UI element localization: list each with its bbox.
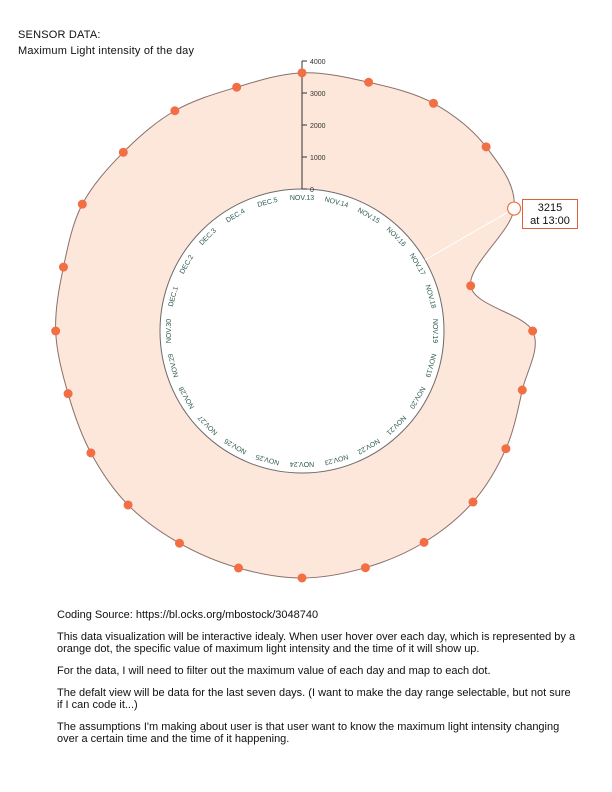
data-dot (501, 444, 511, 454)
data-dot (517, 385, 527, 395)
value-tooltip: 3215 at 13:00 (522, 199, 578, 229)
data-dot (86, 448, 96, 458)
radial-axis-tick-label: 1000 (310, 155, 326, 162)
data-dot (466, 281, 476, 291)
note-paragraph-2: For the data, I will need to filter out … (57, 665, 491, 677)
category-label: NOV.19 (431, 319, 438, 343)
notes: Coding Source: https://bl.ocks.org/mbost… (57, 609, 577, 755)
tooltip-value: 3215 (537, 202, 563, 214)
data-dot (232, 82, 242, 92)
data-dot (360, 563, 370, 573)
highlighted-data-dot (506, 201, 522, 216)
radial-axis-tick-label: 2000 (310, 123, 326, 130)
data-dot (468, 497, 478, 507)
area-fill (55, 72, 536, 578)
section-label: SENSOR DATA: (18, 29, 101, 41)
data-dot (233, 563, 243, 573)
data-dot (118, 147, 128, 157)
radial-axis-tick-label: 4000 (310, 59, 326, 66)
radial-axis-tick-label: 3000 (310, 91, 326, 98)
data-dot (174, 538, 184, 548)
note-paragraph-1: This data visualization will be interact… (57, 631, 576, 655)
data-dot (297, 68, 307, 78)
inner-circle (159, 188, 445, 474)
data-dot (419, 537, 429, 547)
data-dot (63, 389, 73, 399)
data-dot (77, 199, 87, 209)
data-dot (364, 77, 374, 87)
chart-title: Maximum Light intensity of the day (18, 45, 195, 57)
coding-source: Coding Source: https://bl.ocks.org/mbost… (57, 609, 319, 621)
data-dot (170, 106, 180, 116)
note-paragraph-4: The assumptions I'm making about user is… (57, 721, 560, 745)
radial-axis-tick-label: 0 (310, 187, 314, 194)
data-dot (297, 573, 307, 583)
highlight-line (424, 208, 515, 261)
category-label: NOV.24 (290, 460, 314, 467)
data-dot (58, 262, 68, 272)
data-dot (481, 142, 491, 152)
data-dot (123, 500, 133, 510)
note-paragraph-3: The defalt view will be data for the las… (57, 687, 571, 711)
data-dot (51, 326, 61, 336)
data-dot (528, 326, 538, 336)
data-dot (428, 98, 438, 108)
tooltip-time: at 13:00 (530, 215, 570, 227)
category-label: NOV.13 (290, 195, 314, 202)
category-label: NOV.30 (166, 319, 173, 343)
